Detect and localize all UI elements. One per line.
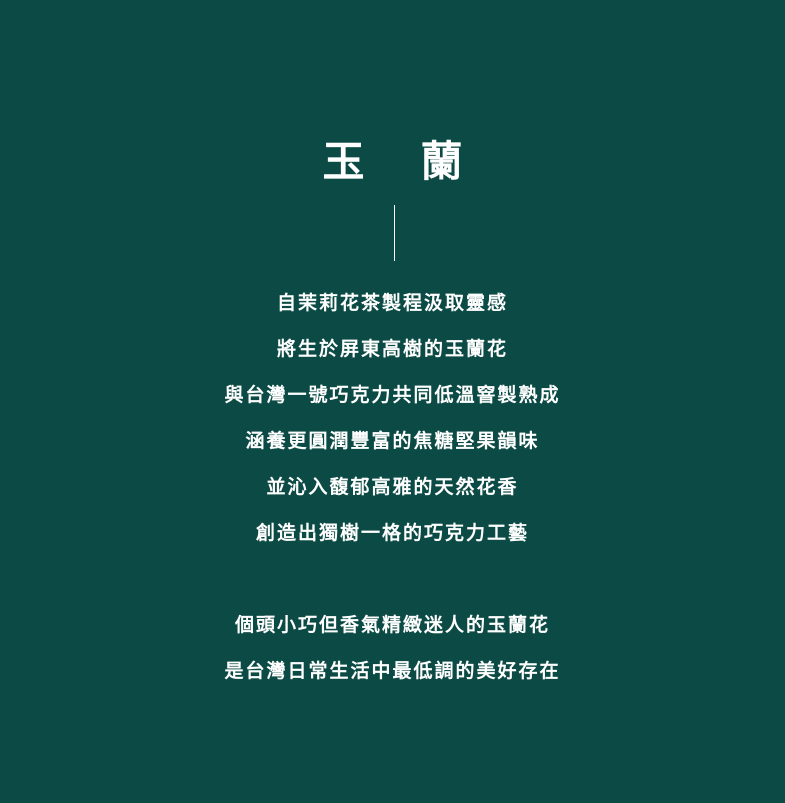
description-line: 創造出獨樹一格的巧克力工藝 (255, 522, 529, 544)
description-line: 個頭小巧但香氣精緻迷人的玉蘭花 (234, 614, 550, 636)
description-line: 與台灣一號巧克力共同低溫窨製熟成 (224, 384, 561, 406)
description-line: 自茉莉花茶製程汲取靈感 (276, 292, 508, 314)
description-block: 自茉莉花茶製程汲取靈感 將生於屏東高樹的玉蘭花 與台灣一號巧克力共同低溫窨製熟成… (0, 280, 785, 694)
description-line: 將生於屏東高樹的玉蘭花 (276, 338, 508, 360)
description-line: 是台灣日常生活中最低調的美好存在 (224, 660, 561, 682)
description-line: 並沁入馥郁高雅的天然花香 (266, 476, 519, 498)
title-divider (394, 205, 395, 261)
description-line: 涵養更圓潤豐富的焦糖堅果韻味 (245, 430, 540, 452)
page-title: 玉蘭 (322, 137, 519, 186)
paragraph-spacer (0, 556, 785, 602)
